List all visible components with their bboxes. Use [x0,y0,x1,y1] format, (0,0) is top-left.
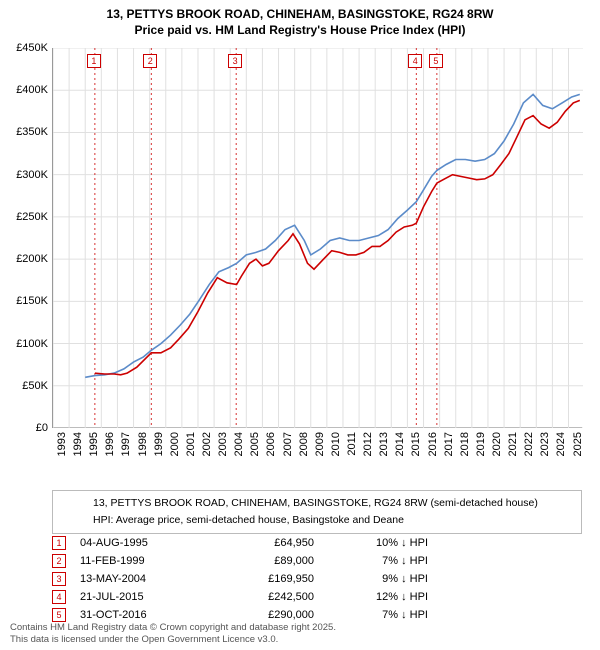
x-tick-label: 2000 [169,432,181,456]
legend-item-hpi: HPI: Average price, semi-detached house,… [59,512,575,529]
y-tick-label: £50K [22,380,48,392]
x-tick-label: 1999 [153,432,165,456]
y-tick-label: £350K [16,126,48,138]
chart-marker-5: 5 [429,54,443,68]
y-tick-label: £450K [16,42,48,54]
transaction-row: 1 04-AUG-1995 £64,950 10% ↓ HPI [52,534,582,552]
x-tick-label: 2003 [217,432,229,456]
transaction-date: 31-OCT-2016 [80,609,200,621]
transaction-delta: 9% ↓ HPI [328,573,428,585]
transaction-index: 2 [52,554,66,568]
x-tick-label: 2001 [185,432,197,456]
x-tick-label: 2019 [475,432,487,456]
x-tick-label: 2004 [233,432,245,456]
chart-area: £0£50K£100K£150K£200K£250K£300K£350K£400… [52,48,582,448]
x-tick-label: 2011 [346,432,358,456]
x-tick-label: 2017 [443,432,455,456]
x-tick-label: 2023 [539,432,551,456]
transactions-table: 1 04-AUG-1995 £64,950 10% ↓ HPI 2 11-FEB-1999… [52,534,582,624]
x-tick-label: 2013 [378,432,390,456]
y-tick-label: £100K [16,338,48,350]
plot-region [52,48,582,428]
x-tick-label: 2016 [427,432,439,456]
footer-line-2: This data is licensed under the Open Gov… [10,634,336,646]
x-tick-label: 1995 [88,432,100,456]
x-tick-label: 1997 [120,432,132,456]
title-line-1: 13, PETTYS BROOK ROAD, CHINEHAM, BASINGS… [10,6,590,22]
transaction-date: 11-FEB-1999 [80,555,200,567]
x-tick-label: 2022 [523,432,535,456]
plot-svg [53,48,583,428]
transaction-delta: 7% ↓ HPI [328,555,428,567]
transaction-date: 13-MAY-2004 [80,573,200,585]
transaction-price: £64,950 [214,537,314,549]
transaction-row: 4 21-JUL-2015 £242,500 12% ↓ HPI [52,588,582,606]
x-tick-label: 2021 [507,432,519,456]
x-tick-label: 2009 [314,432,326,456]
transaction-index: 5 [52,608,66,622]
transaction-index: 3 [52,572,66,586]
transaction-price: £242,500 [214,591,314,603]
x-tick-label: 2025 [572,432,584,456]
legend-box: 13, PETTYS BROOK ROAD, CHINEHAM, BASINGS… [52,490,582,534]
transaction-delta: 10% ↓ HPI [328,537,428,549]
chart-title-block: 13, PETTYS BROOK ROAD, CHINEHAM, BASINGS… [0,0,600,42]
transaction-date: 04-AUG-1995 [80,537,200,549]
x-tick-label: 1994 [72,432,84,456]
x-tick-label: 2024 [555,432,567,456]
y-tick-label: £150K [16,295,48,307]
x-tick-label: 2020 [491,432,503,456]
x-tick-label: 2005 [249,432,261,456]
x-tick-label: 2002 [201,432,213,456]
transaction-price: £89,000 [214,555,314,567]
x-tick-label: 2015 [410,432,422,456]
chart-marker-3: 3 [228,54,242,68]
y-tick-label: £300K [16,169,48,181]
x-tick-label: 1996 [104,432,116,456]
transaction-price: £169,950 [214,573,314,585]
transaction-delta: 12% ↓ HPI [328,591,428,603]
legend-label-1: 13, PETTYS BROOK ROAD, CHINEHAM, BASINGS… [93,495,538,512]
legend-item-price-paid: 13, PETTYS BROOK ROAD, CHINEHAM, BASINGS… [59,495,575,512]
x-tick-label: 2008 [298,432,310,456]
transaction-price: £290,000 [214,609,314,621]
transaction-row: 3 13-MAY-2004 £169,950 9% ↓ HPI [52,570,582,588]
x-tick-label: 2014 [394,432,406,456]
chart-marker-4: 4 [408,54,422,68]
y-tick-label: £400K [16,84,48,96]
footer-line-1: Contains HM Land Registry data © Crown c… [10,622,336,634]
chart-marker-1: 1 [87,54,101,68]
transaction-index: 4 [52,590,66,604]
x-tick-label: 1993 [56,432,68,456]
transaction-delta: 7% ↓ HPI [328,609,428,621]
x-tick-label: 2010 [330,432,342,456]
footer-attribution: Contains HM Land Registry data © Crown c… [10,622,336,646]
x-tick-label: 2007 [282,432,294,456]
page-root: 13, PETTYS BROOK ROAD, CHINEHAM, BASINGS… [0,0,600,650]
legend-label-2: HPI: Average price, semi-detached house,… [93,512,404,529]
y-tick-label: £0 [36,422,48,434]
x-tick-label: 2012 [362,432,374,456]
y-tick-label: £200K [16,253,48,265]
transaction-date: 21-JUL-2015 [80,591,200,603]
x-tick-label: 1998 [137,432,149,456]
y-tick-label: £250K [16,211,48,223]
chart-marker-2: 2 [143,54,157,68]
x-tick-label: 2006 [265,432,277,456]
transaction-index: 1 [52,536,66,550]
x-tick-label: 2018 [459,432,471,456]
transaction-row: 2 11-FEB-1999 £89,000 7% ↓ HPI [52,552,582,570]
title-line-2: Price paid vs. HM Land Registry's House … [10,22,590,38]
